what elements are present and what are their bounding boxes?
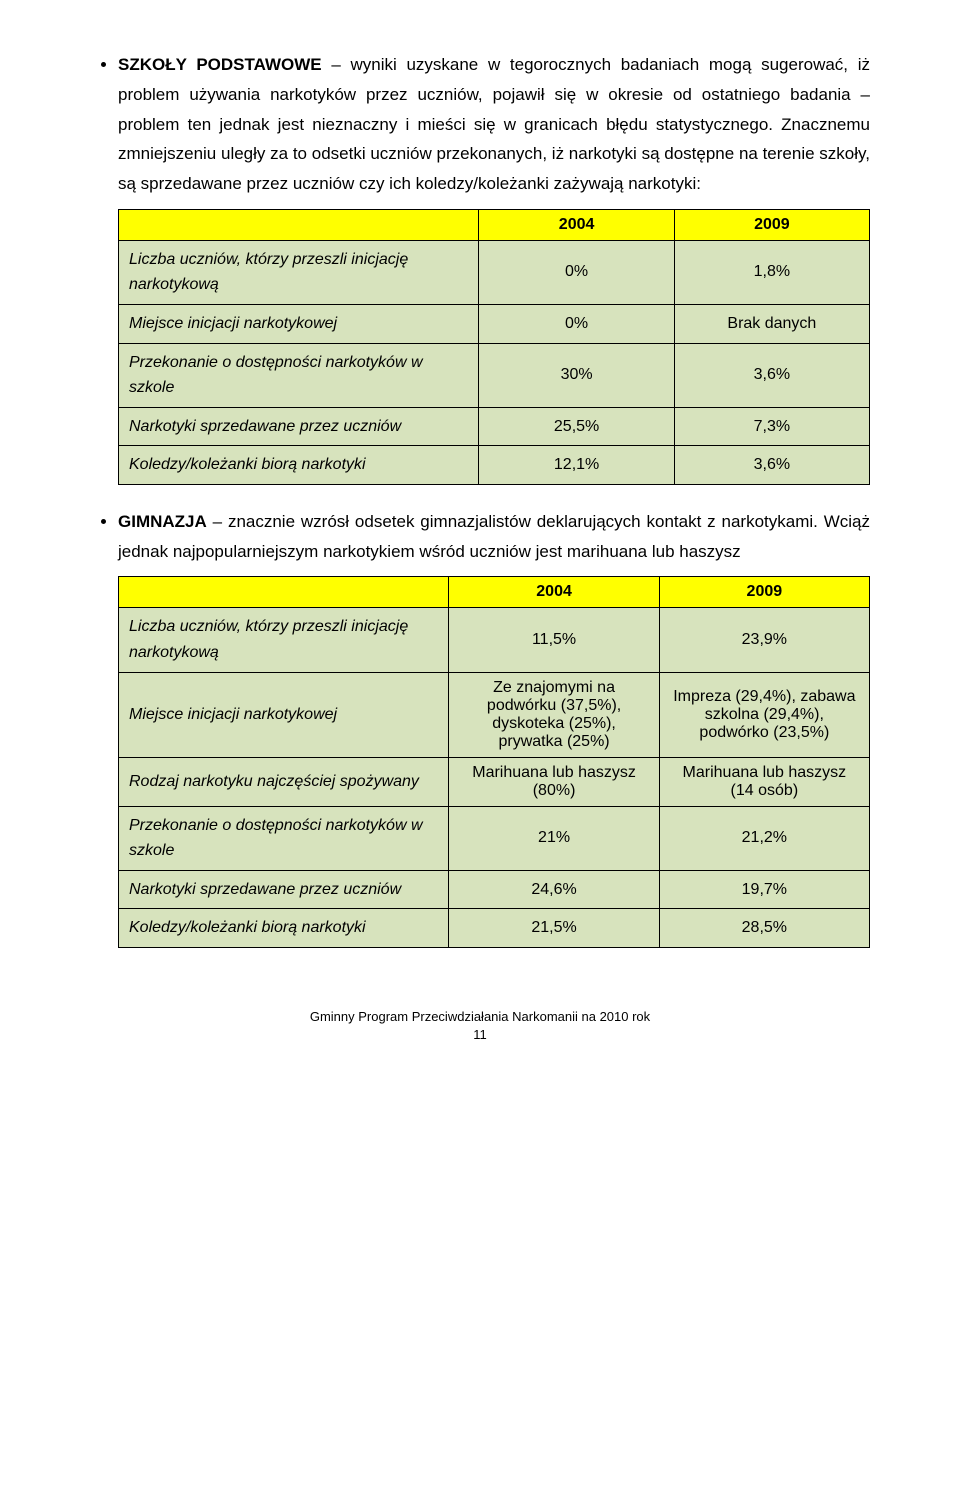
table2-row1-v2: Impreza (29,4%), zabawa szkolna (29,4%),… — [659, 672, 869, 757]
bullet-list-2: GIMNAZJA – znacznie wzrósł odsetek gimna… — [90, 507, 870, 567]
table-row: Narkotyki sprzedawane przez uczniów 25,5… — [119, 407, 870, 446]
table2-row1-v1: Ze znajomymi na podwórku (37,5%), dyskot… — [449, 672, 659, 757]
bullet-list-1: SZKOŁY PODSTAWOWE – wyniki uzyskane w te… — [90, 50, 870, 199]
table-gimnazja: 2004 2009 Liczba uczniów, którzy przeszl… — [118, 576, 870, 948]
table1-row4-v2: 3,6% — [674, 446, 869, 485]
table2-row0-v2: 23,9% — [659, 608, 869, 672]
table1-row1-v2: Brak danych — [674, 304, 869, 343]
table1-header-2009: 2009 — [674, 209, 869, 240]
para2-lead: GIMNAZJA — [118, 512, 207, 531]
table2-row4-v1: 24,6% — [449, 870, 659, 909]
table-row: Narkotyki sprzedawane przez uczniów 24,6… — [119, 870, 870, 909]
para2-rest: – znacznie wzrósł odsetek gimnazjalistów… — [118, 512, 870, 561]
table-row: Przekonanie o dostępności narkotyków w s… — [119, 343, 870, 407]
table1-row0-label: Liczba uczniów, którzy przeszli inicjacj… — [119, 240, 479, 304]
table2-row3-v1: 21% — [449, 806, 659, 870]
table-row: Liczba uczniów, którzy przeszli inicjacj… — [119, 608, 870, 672]
table1-row2-v1: 30% — [479, 343, 674, 407]
footer-page-number: 11 — [90, 1026, 870, 1044]
table-row: Miejsce inicjacji narkotykowej Ze znajom… — [119, 672, 870, 757]
table1-header-blank — [119, 209, 479, 240]
table1-row2-label: Przekonanie o dostępności narkotyków w s… — [119, 343, 479, 407]
table2-row3-label: Przekonanie o dostępności narkotyków w s… — [119, 806, 449, 870]
table-row: Przekonanie o dostępności narkotyków w s… — [119, 806, 870, 870]
table1-row0-v1: 0% — [479, 240, 674, 304]
paragraph-2: GIMNAZJA – znacznie wzrósł odsetek gimna… — [118, 507, 870, 567]
table2-row1-label: Miejsce inicjacji narkotykowej — [119, 672, 449, 757]
table1-row3-label: Narkotyki sprzedawane przez uczniów — [119, 407, 479, 446]
table2-row4-label: Narkotyki sprzedawane przez uczniów — [119, 870, 449, 909]
para1-rest: – wyniki uzyskane w tegorocznych badania… — [118, 55, 870, 193]
footer-program-title: Gminny Program Przeciwdziałania Narkoman… — [90, 1008, 870, 1026]
table2-header-blank — [119, 577, 449, 608]
table1-row4-v1: 12,1% — [479, 446, 674, 485]
table2-row5-label: Koledzy/koleżanki biorą narkotyki — [119, 909, 449, 948]
table-row: Rodzaj narkotyku najczęściej spożywany M… — [119, 757, 870, 806]
page-footer: Gminny Program Przeciwdziałania Narkoman… — [90, 1008, 870, 1044]
table2-row0-v1: 11,5% — [449, 608, 659, 672]
table1-header-row: 2004 2009 — [119, 209, 870, 240]
table-row: Miejsce inicjacji narkotykowej 0% Brak d… — [119, 304, 870, 343]
table2-row0-label: Liczba uczniów, którzy przeszli inicjacj… — [119, 608, 449, 672]
table1-row1-v1: 0% — [479, 304, 674, 343]
table1-header-2004: 2004 — [479, 209, 674, 240]
table-row: Koledzy/koleżanki biorą narkotyki 21,5% … — [119, 909, 870, 948]
table1-row0-v2: 1,8% — [674, 240, 869, 304]
paragraph-1: SZKOŁY PODSTAWOWE – wyniki uzyskane w te… — [118, 50, 870, 199]
table2-row4-v2: 19,7% — [659, 870, 869, 909]
para1-lead: SZKOŁY PODSTAWOWE — [118, 55, 322, 74]
table1-row4-label: Koledzy/koleżanki biorą narkotyki — [119, 446, 479, 485]
table2-row5-v2: 28,5% — [659, 909, 869, 948]
table2-header-row: 2004 2009 — [119, 577, 870, 608]
table2-header-2009: 2009 — [659, 577, 869, 608]
table1-row3-v2: 7,3% — [674, 407, 869, 446]
table-row: Koledzy/koleżanki biorą narkotyki 12,1% … — [119, 446, 870, 485]
table2-row2-v2: Marihuana lub haszysz (14 osób) — [659, 757, 869, 806]
table2-row5-v1: 21,5% — [449, 909, 659, 948]
table2-row2-label: Rodzaj narkotyku najczęściej spożywany — [119, 757, 449, 806]
table1-row2-v2: 3,6% — [674, 343, 869, 407]
table1-row1-label: Miejsce inicjacji narkotykowej — [119, 304, 479, 343]
table2-row2-v1: Marihuana lub haszysz (80%) — [449, 757, 659, 806]
document-page: SZKOŁY PODSTAWOWE – wyniki uzyskane w te… — [0, 0, 960, 1084]
table1-row3-v1: 25,5% — [479, 407, 674, 446]
table2-header-2004: 2004 — [449, 577, 659, 608]
table-szkoly-podstawowe: 2004 2009 Liczba uczniów, którzy przeszl… — [118, 209, 870, 485]
table-row: Liczba uczniów, którzy przeszli inicjacj… — [119, 240, 870, 304]
table2-row3-v2: 21,2% — [659, 806, 869, 870]
